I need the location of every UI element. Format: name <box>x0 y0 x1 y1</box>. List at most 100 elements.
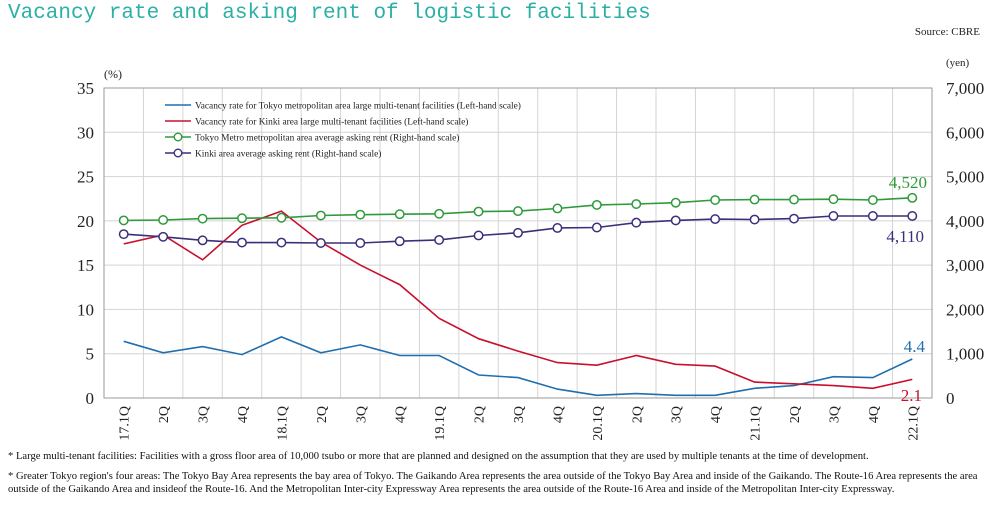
data-point <box>789 213 799 224</box>
data-point <box>789 194 799 205</box>
right-tick-label: 4,000 <box>946 212 984 231</box>
data-point <box>670 215 681 226</box>
legend-marker <box>173 132 183 142</box>
series-end-label: 4,520 <box>889 173 927 192</box>
x-tick-label: 20.1Q <box>591 406 606 441</box>
data-point <box>867 195 878 205</box>
series-end-label: 4,110 <box>886 227 924 246</box>
data-point <box>591 222 602 233</box>
right-tick-label: 3,000 <box>946 256 984 275</box>
left-tick-label: 15 <box>77 256 94 275</box>
x-tick-label: 4Q <box>551 406 566 423</box>
series-line <box>123 336 913 397</box>
x-tick-label: 18.1Q <box>275 406 290 441</box>
x-tick-label: 4Q <box>867 406 882 423</box>
data-point <box>315 210 326 221</box>
data-point <box>907 192 918 203</box>
data-point <box>631 217 642 228</box>
data-point <box>197 213 208 224</box>
data-point <box>710 195 721 205</box>
data-point <box>749 214 760 225</box>
left-tick-label: 35 <box>77 79 94 98</box>
data-point <box>394 236 405 247</box>
x-tick-label: 4Q <box>709 406 724 423</box>
left-tick-label: 5 <box>86 345 95 364</box>
data-point <box>355 238 366 248</box>
data-point <box>710 214 721 225</box>
left-tick-label: 0 <box>86 389 95 408</box>
x-tick-label: 4Q <box>394 406 409 423</box>
footnote: * Greater Tokyo region's four areas: The… <box>8 471 978 495</box>
legend-entry: Vacancy rate for Kinki area large multi-… <box>195 117 468 128</box>
right-axis-unit: (yen) <box>946 57 970 69</box>
data-point <box>670 197 681 208</box>
legend-entry: Tokyo Metro metropolitan area average as… <box>195 133 459 144</box>
data-point <box>828 211 839 221</box>
x-tick-label: 3Q <box>197 406 212 423</box>
data-point <box>907 211 918 221</box>
data-point <box>276 212 287 223</box>
x-tick-label: 2Q <box>630 406 645 423</box>
x-tick-label: 3Q <box>670 406 685 423</box>
data-point <box>355 209 366 220</box>
data-point <box>394 209 405 220</box>
chart-title: Vacancy rate and asking rent of logistic… <box>8 2 651 25</box>
x-tick-label: 17.1Q <box>118 406 133 441</box>
plot-border <box>103 87 933 399</box>
legend-entry: Vacancy rate for Tokyo metropolitan area… <box>195 101 521 112</box>
data-point <box>867 211 878 221</box>
data-point <box>513 227 523 238</box>
data-point <box>552 203 563 214</box>
data-point <box>552 222 563 233</box>
left-tick-label: 20 <box>77 212 94 231</box>
x-tick-label: 2Q <box>157 406 172 423</box>
legend-marker <box>173 148 183 158</box>
data-point <box>276 237 287 248</box>
right-tick-label: 6,000 <box>946 123 984 142</box>
data-point <box>434 208 445 219</box>
data-point <box>513 206 523 217</box>
legend-entry: Kinki area average asking rent (Right-ha… <box>195 149 381 160</box>
series-line <box>123 210 913 390</box>
x-tick-label: 2Q <box>788 406 803 423</box>
left-tick-label: 10 <box>77 300 94 319</box>
left-tick-label: 30 <box>77 123 94 142</box>
right-tick-label: 1,000 <box>946 345 984 364</box>
data-point <box>237 237 247 248</box>
x-tick-label: 2Q <box>315 406 330 423</box>
series-end-label: 2.1 <box>901 386 922 405</box>
source-label: Source: CBRE <box>914 26 980 38</box>
data-point <box>237 213 247 224</box>
right-tick-label: 7,000 <box>946 79 984 98</box>
x-tick-label: 19.1Q <box>433 406 448 441</box>
data-point <box>118 215 129 226</box>
x-tick-label: 4Q <box>236 406 251 423</box>
data-point <box>591 199 602 210</box>
data-point <box>473 206 484 217</box>
right-tick-label: 0 <box>946 389 955 408</box>
data-point <box>158 231 169 242</box>
x-tick-label: 3Q <box>512 406 527 423</box>
right-tick-label: 5,000 <box>946 168 984 187</box>
data-point <box>315 238 326 248</box>
x-tick-label: 22.1Q <box>906 406 921 441</box>
data-point <box>631 199 642 209</box>
data-point <box>118 229 129 240</box>
data-point <box>749 194 760 205</box>
data-point <box>473 230 484 241</box>
footnote: * Large multi-tenant facilities: Facilit… <box>8 451 869 462</box>
data-point <box>828 194 839 205</box>
left-tick-label: 25 <box>77 168 94 187</box>
left-axis-unit: (%) <box>104 67 122 81</box>
x-tick-label: 2Q <box>473 406 488 423</box>
x-tick-label: 21.1Q <box>749 406 764 441</box>
right-tick-label: 2,000 <box>946 300 984 319</box>
data-point <box>434 234 445 245</box>
data-point <box>158 215 169 225</box>
line-chart: 0 0 5 1,000 10 2,000 15 3,000 20 4,000 25 5,000 30 6,… <box>77 57 984 441</box>
x-tick-label: 3Q <box>354 406 369 423</box>
data-point <box>197 235 208 246</box>
footnotes: * Large multi-tenant facilities: Facilit… <box>8 451 994 504</box>
series-end-label: 4.4 <box>904 337 926 356</box>
x-tick-label: 3Q <box>827 406 842 423</box>
